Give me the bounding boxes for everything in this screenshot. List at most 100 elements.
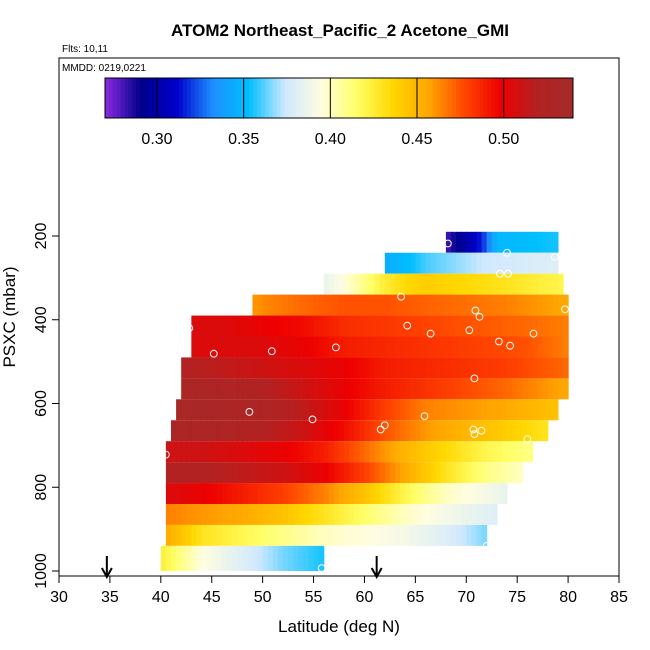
heatmap-cell bbox=[491, 483, 498, 504]
heatmap-cell bbox=[211, 524, 218, 546]
heatmap-cell bbox=[262, 336, 269, 358]
heatmap-cell bbox=[237, 462, 243, 484]
colorbar-swatch bbox=[105, 78, 110, 118]
heatmap-cell bbox=[481, 483, 488, 504]
observation-marker bbox=[332, 343, 340, 352]
heatmap-cell bbox=[476, 336, 483, 358]
heatmap-cell bbox=[318, 357, 325, 379]
heatmap-cell bbox=[318, 378, 325, 400]
heatmap-cell bbox=[461, 462, 467, 484]
heatmap-cell bbox=[359, 462, 366, 484]
x-tick-label: 85 bbox=[610, 589, 628, 606]
colorbar-swatch bbox=[381, 78, 387, 118]
heatmap-cell bbox=[262, 420, 269, 442]
heatmap-cell bbox=[257, 483, 264, 504]
heatmap-cell bbox=[517, 315, 523, 337]
heatmap-cell bbox=[181, 545, 187, 572]
heatmap-cell bbox=[496, 357, 503, 379]
heatmap-cell bbox=[563, 378, 569, 400]
heatmap-cell bbox=[201, 504, 208, 525]
heatmap-cell bbox=[461, 273, 467, 295]
observation-marker bbox=[376, 425, 385, 434]
heatmap-cell bbox=[491, 420, 498, 442]
heatmap-cell bbox=[481, 357, 488, 379]
heatmap-cell bbox=[471, 462, 478, 484]
heatmap-cell bbox=[165, 462, 172, 484]
heatmap-cell bbox=[517, 462, 523, 484]
heatmap-cell bbox=[461, 231, 467, 253]
heatmap-cell bbox=[517, 336, 523, 358]
heatmap-cell bbox=[323, 294, 330, 316]
heatmap-cell bbox=[216, 420, 223, 442]
heatmap-cell bbox=[496, 231, 503, 253]
heatmap-cell bbox=[430, 357, 437, 379]
heatmap-cell bbox=[527, 231, 534, 253]
heatmap-cell bbox=[308, 399, 315, 421]
heatmap-cell bbox=[339, 524, 345, 546]
heatmap-cell bbox=[191, 462, 198, 484]
heatmap-cell bbox=[196, 357, 203, 379]
heatmap-cell bbox=[303, 483, 310, 504]
heatmap-cell bbox=[389, 399, 396, 421]
heatmap-cell bbox=[303, 315, 310, 337]
heatmap-cell bbox=[507, 252, 513, 274]
heatmap-cell bbox=[252, 399, 259, 421]
heatmap-cell bbox=[186, 504, 192, 525]
heatmap-cell bbox=[349, 504, 355, 525]
heatmap-cell bbox=[344, 315, 350, 337]
heatmap-cell bbox=[364, 420, 371, 442]
colorbar-swatch bbox=[159, 78, 164, 118]
colorbar-swatch bbox=[471, 78, 476, 118]
heatmap-cell bbox=[221, 315, 228, 337]
heatmap-cell bbox=[471, 252, 478, 274]
heatmap-cell bbox=[405, 252, 411, 274]
heatmap-cell bbox=[507, 336, 513, 358]
heatmap-cell bbox=[522, 399, 528, 421]
heatmap-cell bbox=[201, 357, 208, 379]
heatmap-cell bbox=[196, 336, 203, 358]
heatmap-cell bbox=[410, 273, 416, 295]
heatmap-cell bbox=[486, 357, 493, 379]
heatmap-cell bbox=[389, 483, 396, 504]
heatmap-cell bbox=[191, 399, 198, 421]
heatmap-cell bbox=[461, 378, 467, 400]
heatmap-cell bbox=[384, 420, 391, 442]
colorbar-swatch bbox=[284, 78, 289, 118]
heatmap-cell bbox=[435, 252, 442, 274]
heatmap-cell bbox=[303, 441, 310, 463]
heatmap-cell bbox=[333, 524, 340, 546]
heatmap-cell bbox=[395, 315, 401, 337]
heatmap-cell bbox=[283, 315, 289, 337]
heatmap-cell bbox=[400, 336, 406, 358]
heatmap-cell bbox=[451, 462, 457, 484]
heatmap-cell bbox=[333, 420, 340, 442]
heatmap-cell bbox=[252, 504, 259, 525]
heatmap-cell bbox=[181, 483, 187, 504]
heatmap-cell bbox=[486, 252, 493, 274]
heatmap-cell bbox=[227, 399, 233, 421]
heatmap-cell bbox=[323, 378, 330, 400]
heatmap-cell bbox=[216, 378, 223, 400]
heatmap-cell bbox=[272, 357, 279, 379]
heatmap-cell bbox=[283, 378, 289, 400]
heatmap-cell bbox=[237, 524, 243, 546]
heatmap-cell bbox=[486, 273, 493, 295]
heatmap-cell bbox=[196, 420, 203, 442]
heatmap-cell bbox=[308, 462, 315, 484]
heatmap-cell bbox=[328, 399, 335, 421]
heatmap-cell bbox=[232, 483, 238, 504]
heatmap-cell bbox=[430, 441, 437, 463]
heatmap-cell bbox=[328, 483, 335, 504]
heatmap-cell bbox=[445, 378, 452, 400]
heatmap-cell bbox=[547, 336, 554, 358]
heatmap-cell bbox=[247, 399, 254, 421]
heatmap-cell bbox=[425, 504, 432, 525]
heatmap-cell bbox=[420, 252, 427, 274]
heatmap-cell bbox=[323, 420, 330, 442]
heatmap-cell bbox=[456, 273, 462, 295]
heatmap-cell bbox=[257, 420, 264, 442]
heatmap-cell bbox=[344, 483, 350, 504]
heatmap-cell bbox=[303, 524, 310, 546]
heatmap-cell bbox=[364, 294, 371, 316]
colorbar-swatch bbox=[459, 78, 465, 118]
